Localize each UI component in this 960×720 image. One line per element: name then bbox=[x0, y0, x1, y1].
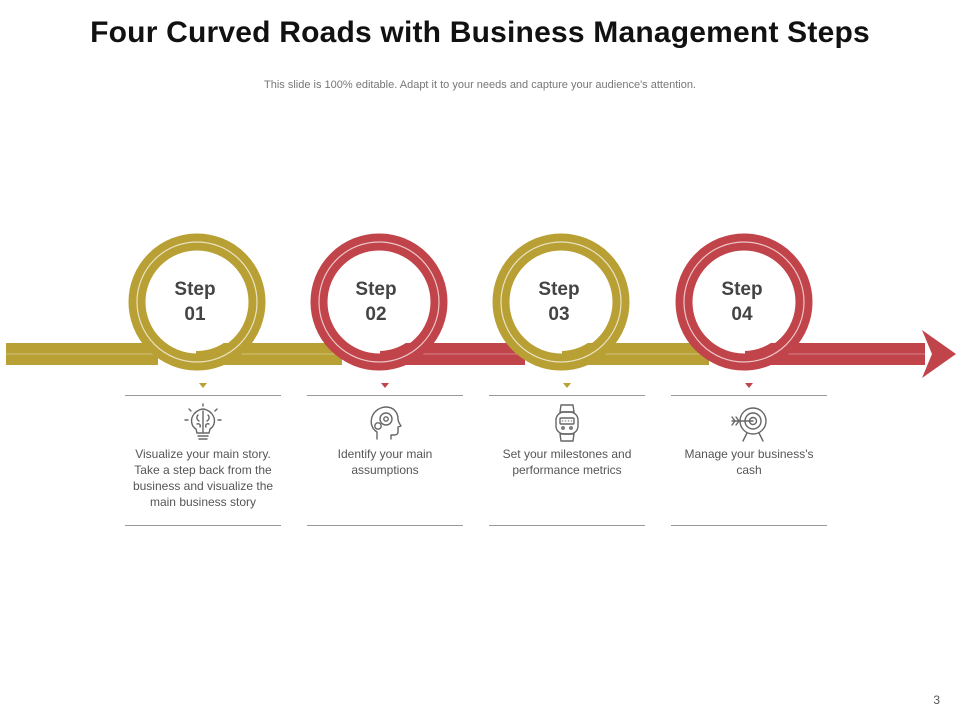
divider-bottom bbox=[307, 525, 463, 526]
divider-top bbox=[307, 395, 463, 396]
divider-top bbox=[489, 395, 645, 396]
step-marker bbox=[199, 383, 207, 388]
step-number: 02 bbox=[365, 304, 387, 325]
step-column-04: Manage your business's cash bbox=[671, 383, 827, 527]
slide-subtitle: This slide is 100% editable. Adapt it to… bbox=[264, 79, 696, 91]
slide-title: Four Curved Roads with Business Manageme… bbox=[90, 16, 870, 49]
step-number: 03 bbox=[548, 304, 570, 325]
step-column-01: Visualize your main story. Take a step b… bbox=[125, 383, 281, 527]
step-word: Step bbox=[174, 279, 216, 300]
step-label-03: Step 03 bbox=[519, 277, 599, 327]
step-column-02: Identify your main assumptions bbox=[307, 383, 463, 527]
road-loop-3 bbox=[492, 233, 630, 371]
step-description: Manage your business's cash bbox=[684, 447, 814, 477]
road-arrowhead bbox=[922, 330, 956, 378]
curved-road-diagram bbox=[6, 233, 956, 378]
step-word: Step bbox=[538, 279, 580, 300]
step-description: Identify your main assumptions bbox=[337, 447, 433, 477]
brain-lightbulb-icon bbox=[184, 403, 222, 440]
step-label-01: Step 01 bbox=[155, 277, 235, 327]
step-label-04: Step 04 bbox=[702, 277, 782, 327]
step-label-02: Step 02 bbox=[336, 277, 416, 327]
step-marker bbox=[381, 383, 389, 388]
step-description: Set your milestones and performance metr… bbox=[502, 447, 632, 477]
target-arrow-icon bbox=[731, 407, 767, 442]
smartwatch-icon bbox=[555, 404, 579, 442]
step-number: 04 bbox=[731, 304, 753, 325]
step-column-03: Set your milestones and performance metr… bbox=[489, 383, 645, 527]
road-loop-4 bbox=[675, 233, 813, 371]
step-marker bbox=[563, 383, 571, 388]
road-loop-2 bbox=[310, 233, 448, 371]
divider-bottom bbox=[671, 525, 827, 526]
road-loop-1 bbox=[128, 233, 266, 371]
step-word: Step bbox=[355, 279, 397, 300]
divider-bottom bbox=[489, 525, 645, 526]
road-segment-1 bbox=[6, 343, 158, 365]
head-gear-icon bbox=[370, 406, 402, 440]
step-number: 01 bbox=[184, 304, 206, 325]
step-marker bbox=[745, 383, 753, 388]
page-number: 3 bbox=[933, 693, 940, 707]
divider-bottom bbox=[125, 525, 281, 526]
step-description: Visualize your main story. Take a step b… bbox=[132, 447, 274, 509]
step-word: Step bbox=[721, 279, 763, 300]
divider-top bbox=[671, 395, 827, 396]
divider-top bbox=[125, 395, 281, 396]
